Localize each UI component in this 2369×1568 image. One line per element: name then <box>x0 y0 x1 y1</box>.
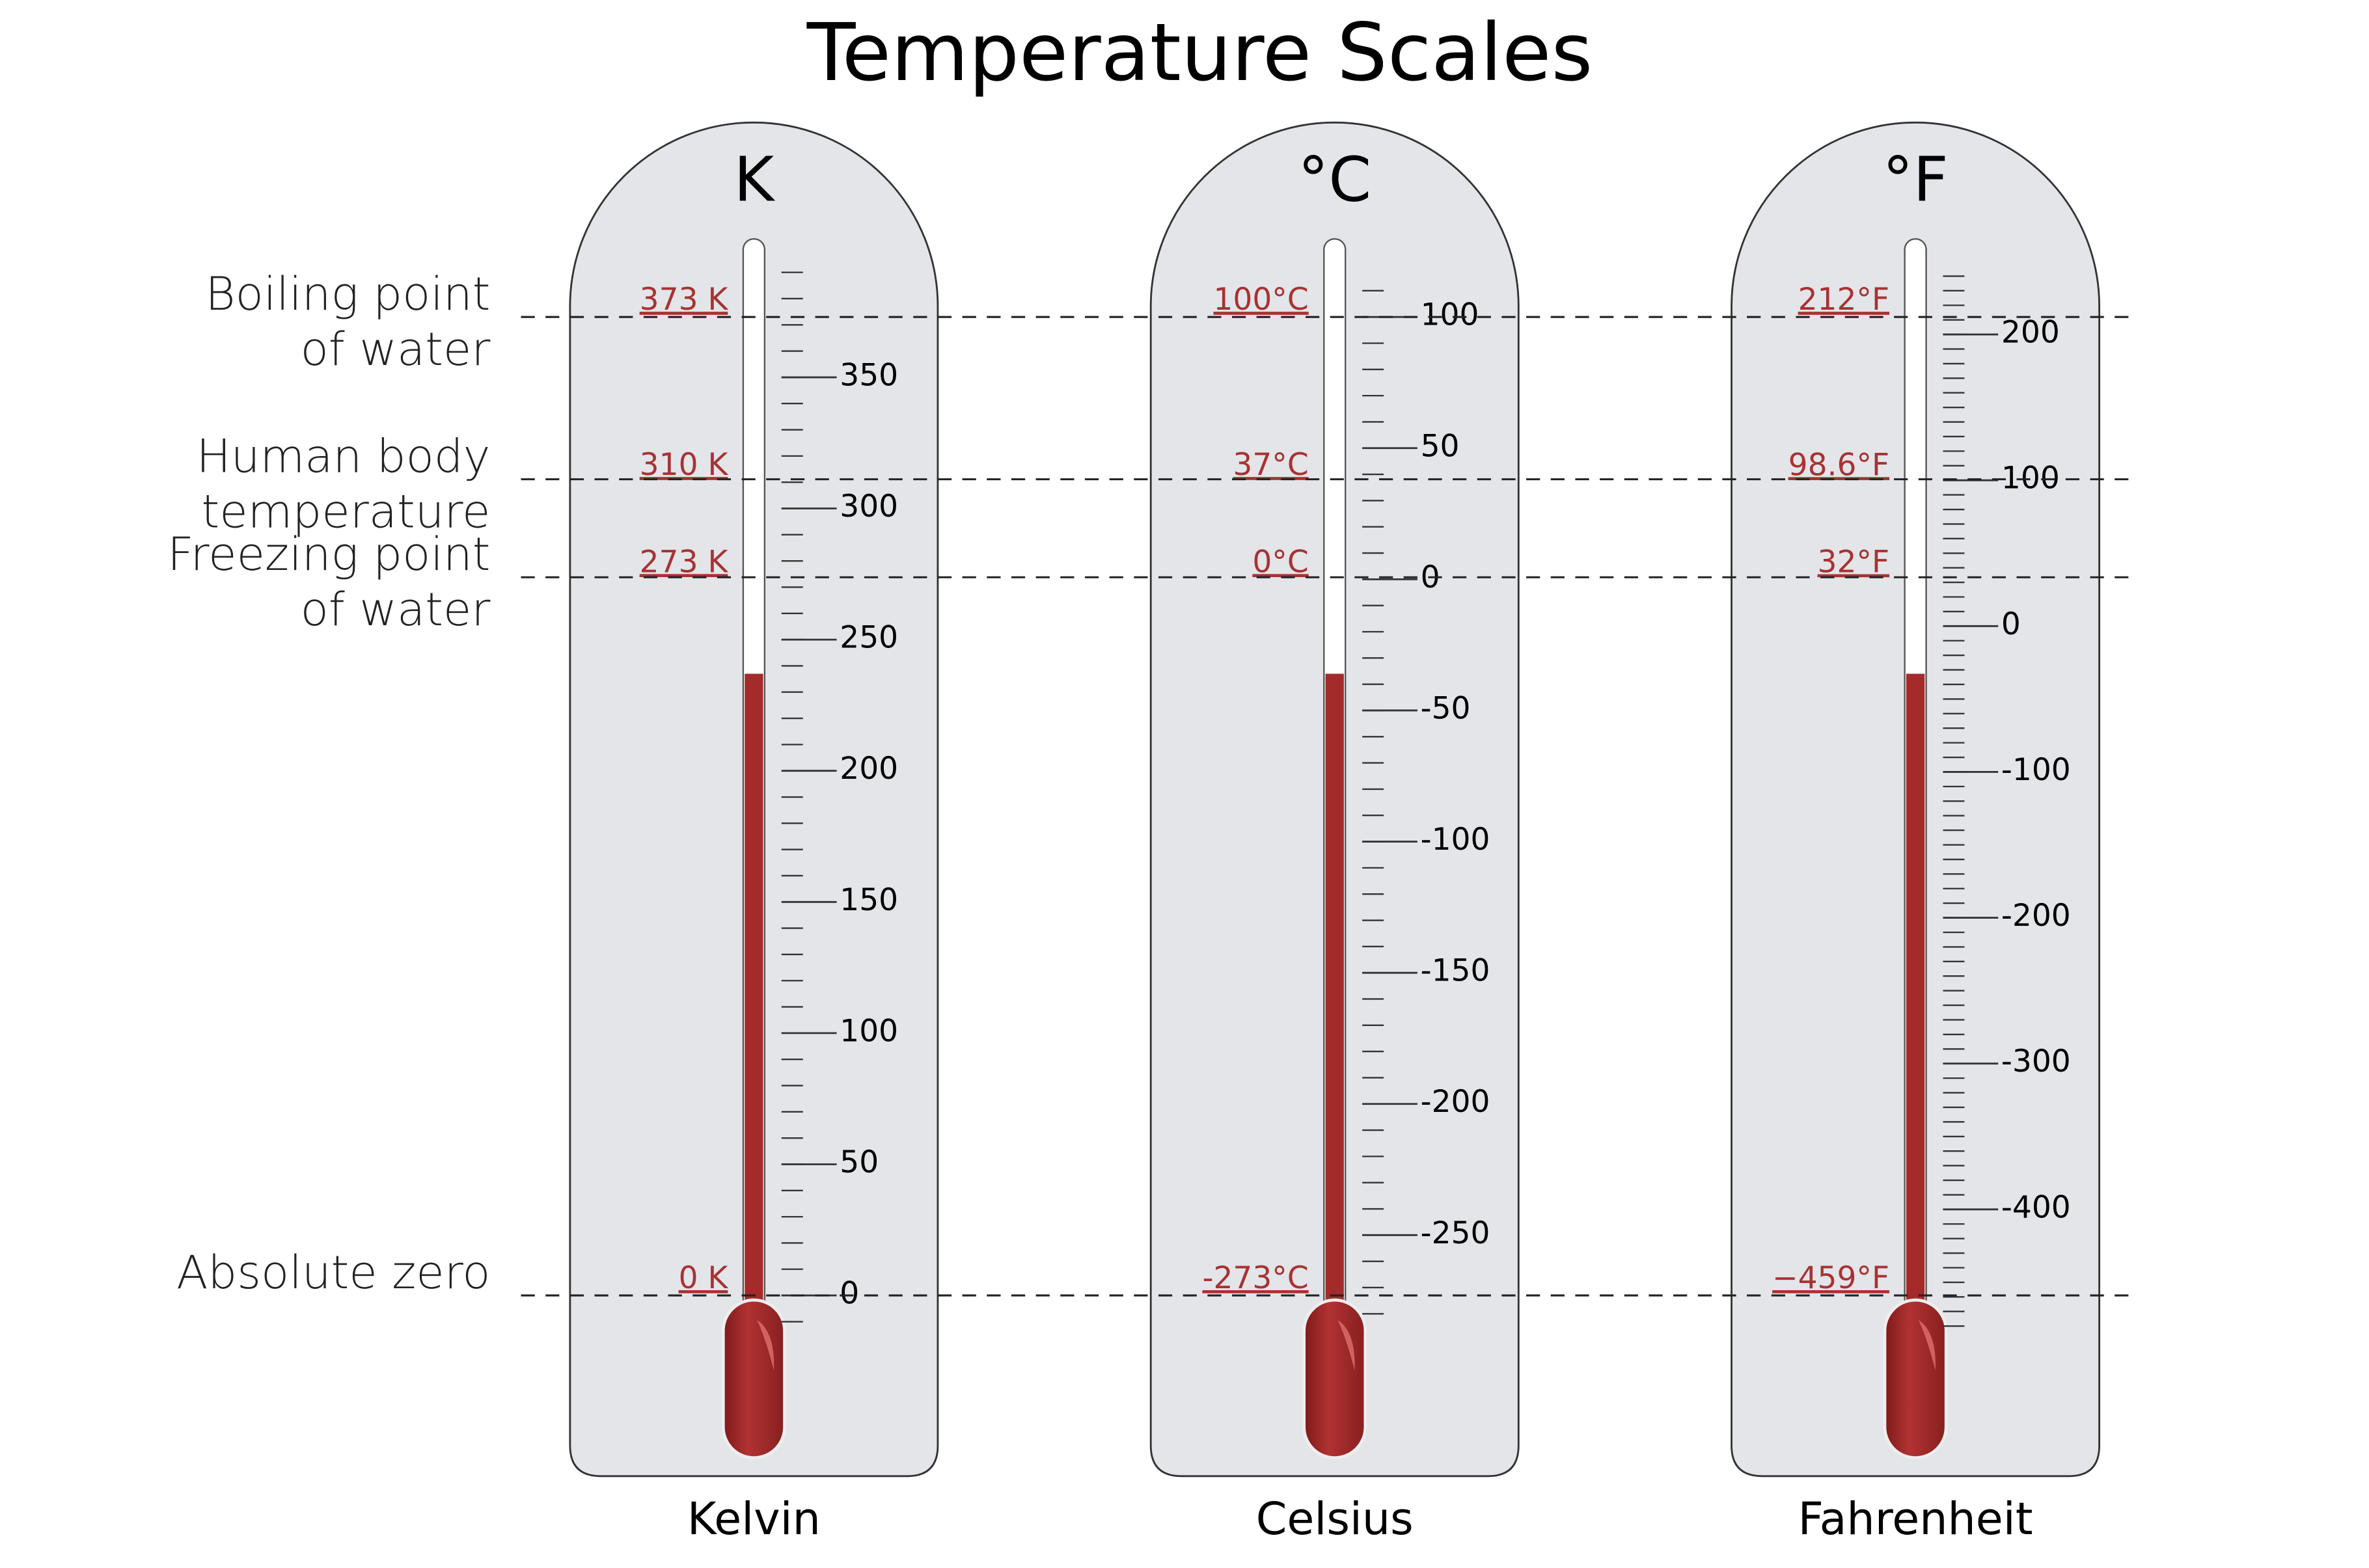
tick-label: 150 <box>840 882 898 918</box>
reference-value: 37°C <box>1233 447 1308 483</box>
reference-value: 310 K <box>640 447 729 483</box>
reference-value: 212°F <box>1798 282 1889 318</box>
scale-symbol: K <box>734 144 776 215</box>
thermometer: °CCelsius-250-200-150-100-50050100100°C3… <box>1149 121 1520 1545</box>
scale-symbol: °F <box>1882 144 1948 215</box>
reference-value: 98.6°F <box>1788 447 1889 483</box>
reference-value: 32°F <box>1818 545 1890 580</box>
thermometer: °FFahrenheit-400-300-200-1000100200212°F… <box>1731 121 2101 1545</box>
tick-label: 0 <box>2001 606 2021 642</box>
reference-value: 273 K <box>640 544 729 580</box>
thermometer: K Kelvin 0 50 100 150 200 250 300 350 373 K 310 K 27… <box>569 121 939 1545</box>
reference-label: Absolute zero <box>176 1245 490 1299</box>
scale-name: Celsius <box>1256 1494 1414 1545</box>
tick-label: 250 <box>840 620 898 656</box>
scale-name: Kelvin <box>687 1494 821 1545</box>
tick-label: 50 <box>840 1144 879 1180</box>
bulb-highlight <box>757 1319 774 1371</box>
reference-value: −459°F <box>1772 1260 1889 1296</box>
reference-label: of water <box>301 322 491 376</box>
bulb-highlight <box>1337 1319 1355 1371</box>
tick-label: -150 <box>1421 953 1490 989</box>
mercury <box>745 673 763 1310</box>
reference-label: of water <box>301 582 491 636</box>
tick-label: -400 <box>2001 1189 2071 1225</box>
tick-label: 200 <box>840 751 898 787</box>
tick-label: 50 <box>1421 428 1460 464</box>
scale-name: Fahrenheit <box>1798 1494 2033 1545</box>
bulb <box>1883 1298 1948 1459</box>
tick-label: -200 <box>1421 1084 1490 1120</box>
reference-value: 0 K <box>679 1260 729 1296</box>
mercury <box>1906 673 1925 1310</box>
reference-label: Freezing point <box>167 527 490 581</box>
tick-label: 300 <box>840 489 898 524</box>
tick-label: 200 <box>2001 315 2060 351</box>
tick-label: -250 <box>1421 1215 1490 1251</box>
title: Temperature Scales <box>806 6 1593 99</box>
tick-label: -50 <box>1421 690 1471 726</box>
tick-label: 100 <box>1421 297 1479 333</box>
reference-value: 100°C <box>1213 282 1308 318</box>
tick-label: -100 <box>2001 752 2071 788</box>
bulb-highlight <box>1918 1319 1936 1371</box>
scale-symbol: °C <box>1298 144 1371 215</box>
tick-label: 0 <box>840 1276 859 1312</box>
reference-label: Human body <box>197 429 491 483</box>
tick-label: 350 <box>840 357 898 393</box>
bulb <box>721 1298 786 1459</box>
reference-value: -273°C <box>1202 1260 1308 1296</box>
tick-label: 100 <box>840 1013 898 1049</box>
mercury <box>1325 673 1344 1310</box>
tick-label: -300 <box>2001 1044 2071 1079</box>
reference-label: temperature <box>202 484 491 538</box>
reference-value: 373 K <box>640 282 729 318</box>
reference-value: 0°C <box>1252 544 1308 580</box>
tick-label: -100 <box>1421 822 1490 858</box>
tick-label: -200 <box>2001 898 2071 934</box>
bulb <box>1302 1298 1367 1459</box>
reference-label: Boiling point <box>205 267 490 321</box>
